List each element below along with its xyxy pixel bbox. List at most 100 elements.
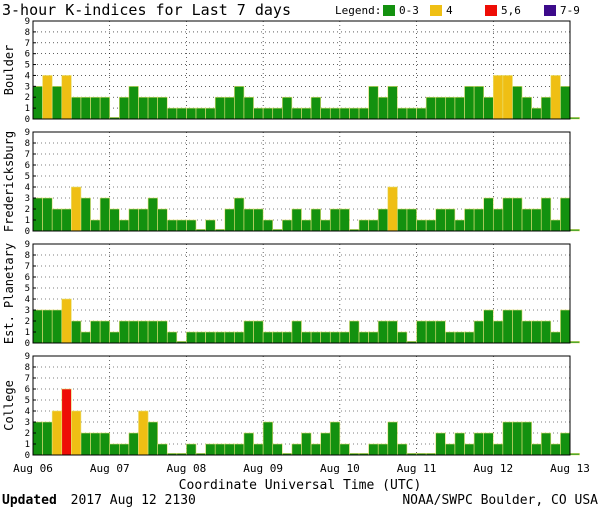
k-index-bar (512, 421, 523, 456)
k-index-bar (358, 219, 369, 232)
k-index-bar (176, 219, 187, 232)
k-index-bar (454, 219, 465, 232)
k-index-bar (435, 320, 446, 344)
k-index-bar (368, 86, 379, 120)
k-index-bar (224, 208, 235, 232)
k-index-bar (445, 443, 456, 456)
chart-title: 3-hour K-indices for Last 7 days (2, 1, 291, 19)
k-index-bar (397, 331, 408, 344)
updated-label: Updated (2, 493, 57, 508)
k-index-bar (483, 96, 494, 120)
k-index-bar (540, 197, 552, 232)
panels: 0123456789Boulder0123456789Fredericksbur… (2, 17, 580, 461)
k-index-bar (272, 443, 283, 456)
k-index-bar (397, 107, 408, 120)
y-tick-label: 0 (25, 339, 30, 349)
k-index-bar (224, 331, 235, 344)
k-index-bar (109, 331, 120, 344)
panel-station-label: Est. Planetary (2, 243, 16, 344)
k-index-bar (157, 208, 168, 232)
k-index-bar (329, 331, 341, 344)
k-index-bar (310, 443, 321, 456)
k-index-bar (253, 443, 264, 456)
legend-entry-label: 7-9 (560, 4, 580, 17)
k-index-bar (425, 96, 437, 120)
k-index-bar (42, 309, 53, 344)
y-tick-label: 3 (25, 418, 30, 428)
k-index-bar (157, 96, 168, 120)
k-index-bar (282, 96, 293, 120)
y-tick-label: 1 (25, 104, 30, 114)
k-index-bar (262, 219, 274, 232)
k-index-bar (291, 208, 302, 232)
k-index-bar (397, 208, 408, 232)
k-index-bar (502, 309, 513, 344)
k-index-bar (71, 186, 82, 232)
updated-value: 2017 Aug 12 2130 (71, 493, 196, 508)
y-tick-label: 4 (25, 183, 30, 193)
k-index-bar (483, 432, 494, 456)
k-index-bar (483, 197, 494, 232)
x-axis-label: Coordinate Universal Time (UTC) (179, 478, 422, 493)
k-index-bar (42, 197, 53, 232)
k-index-bar (473, 208, 484, 232)
k-index-bar (531, 320, 542, 344)
k-index-bar (272, 331, 283, 344)
k-index-bar (540, 96, 552, 120)
k-index-bar (99, 320, 111, 344)
k-index-bar (90, 320, 101, 344)
k-index-bar (119, 96, 130, 120)
k-index-bar (512, 309, 523, 344)
legend-swatch (383, 5, 395, 16)
y-tick-label: 1 (25, 440, 30, 450)
k-index-bar (147, 96, 158, 120)
k-index-bar (157, 320, 168, 344)
k-index-bar (550, 75, 561, 120)
k-index-bar (320, 107, 331, 120)
k-index-bar (473, 320, 484, 344)
k-index-bar (195, 107, 206, 120)
panel-frame (32, 131, 571, 232)
y-tick-label: 7 (25, 150, 30, 160)
y-tick-label: 6 (25, 161, 30, 171)
k-index-bar (425, 320, 437, 344)
y-tick-label: 2 (25, 429, 30, 439)
k-index-bar (32, 309, 43, 344)
y-tick-label: 9 (25, 240, 30, 250)
k-index-bar (569, 229, 580, 232)
panel-station-label: Boulder (2, 45, 16, 96)
y-tick-label: 0 (25, 115, 30, 125)
k-index-bar (205, 331, 216, 344)
k-index-bar (550, 219, 561, 232)
y-tick-label: 4 (25, 71, 30, 81)
k-index-bar (32, 86, 43, 120)
y-tick-label: 3 (25, 82, 30, 92)
y-tick-label: 6 (25, 385, 30, 395)
k-index-bar (71, 96, 82, 120)
k-index-bar (473, 432, 484, 456)
k-index-bar (464, 443, 475, 456)
y-tick-label: 5 (25, 61, 30, 71)
k-index-bar (262, 421, 274, 456)
k-index-bar (138, 96, 149, 120)
k-index-bar (377, 96, 389, 120)
k-index-bar (560, 432, 571, 456)
k-index-bar (445, 208, 456, 232)
k-index-bar (128, 320, 139, 344)
y-tick-label: 7 (25, 374, 30, 384)
k-index-bar (291, 443, 302, 456)
k-index-bar (186, 219, 197, 232)
k-index-bar (310, 208, 321, 232)
k-index-bar (339, 208, 350, 232)
k-index-bar (569, 341, 580, 344)
k-index-bar (560, 309, 571, 344)
k-index-bar (473, 86, 484, 120)
updated-footer: Updated 2017 Aug 12 2130 (2, 493, 196, 508)
k-index-bar (99, 432, 111, 456)
legend-swatch (544, 5, 556, 16)
k-index-bar (320, 219, 331, 232)
k-index-bar (205, 443, 216, 456)
k-index-bar (540, 432, 552, 456)
k-index-bar (71, 320, 82, 344)
